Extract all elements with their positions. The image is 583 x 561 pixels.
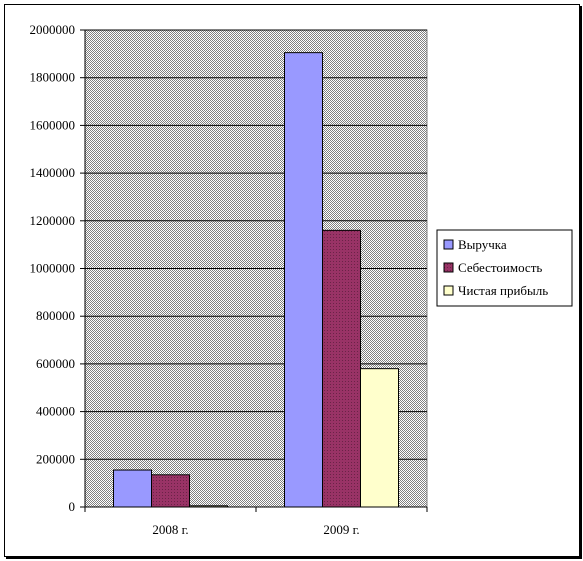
y-tick-label: 600000 xyxy=(36,356,75,371)
legend-swatch xyxy=(443,262,454,273)
y-tick-label: 0 xyxy=(69,499,76,514)
y-tick-label: 1000000 xyxy=(30,261,76,276)
y-tick-labels: 0 200000 400000 600000 800000 1000000 1200000 1… xyxy=(30,22,76,514)
y-tick-label: 800000 xyxy=(36,308,75,323)
legend: Выручка Себестоимость Чистая прибыль xyxy=(436,229,573,307)
y-tick-label: 1800000 xyxy=(30,70,76,85)
y-tick-label: 200000 xyxy=(36,451,75,466)
bar-Выручка-2008 г. xyxy=(113,469,152,508)
legend-label: Себестоимость xyxy=(458,260,542,275)
bar-Себестоимость-2009 г. xyxy=(322,229,361,508)
legend-swatch xyxy=(443,285,454,296)
bar-Выручка-2009 г. xyxy=(284,52,323,508)
y-tick-label: 1200000 xyxy=(30,213,76,228)
y-tick-label: 400000 xyxy=(36,404,75,419)
legend-swatch xyxy=(443,239,454,250)
y-tick-label: 1600000 xyxy=(30,117,76,132)
legend-label: Чистая прибыль xyxy=(458,283,548,298)
bar-Чистая прибыль-2009 г. xyxy=(360,368,399,508)
x-tick-labels: 2008 г. 2009 г. xyxy=(152,522,359,537)
grid-lines xyxy=(85,29,427,460)
x-tick-label: 2009 г. xyxy=(323,522,359,537)
legend-box xyxy=(436,229,573,307)
y-tick-label: 2000000 xyxy=(30,22,76,37)
legend-label: Выручка xyxy=(458,237,507,252)
bar-Себестоимость-2008 г. xyxy=(151,474,190,508)
x-tick-label: 2008 г. xyxy=(152,522,188,537)
axes xyxy=(80,29,428,512)
y-tick-label: 1400000 xyxy=(30,165,76,180)
